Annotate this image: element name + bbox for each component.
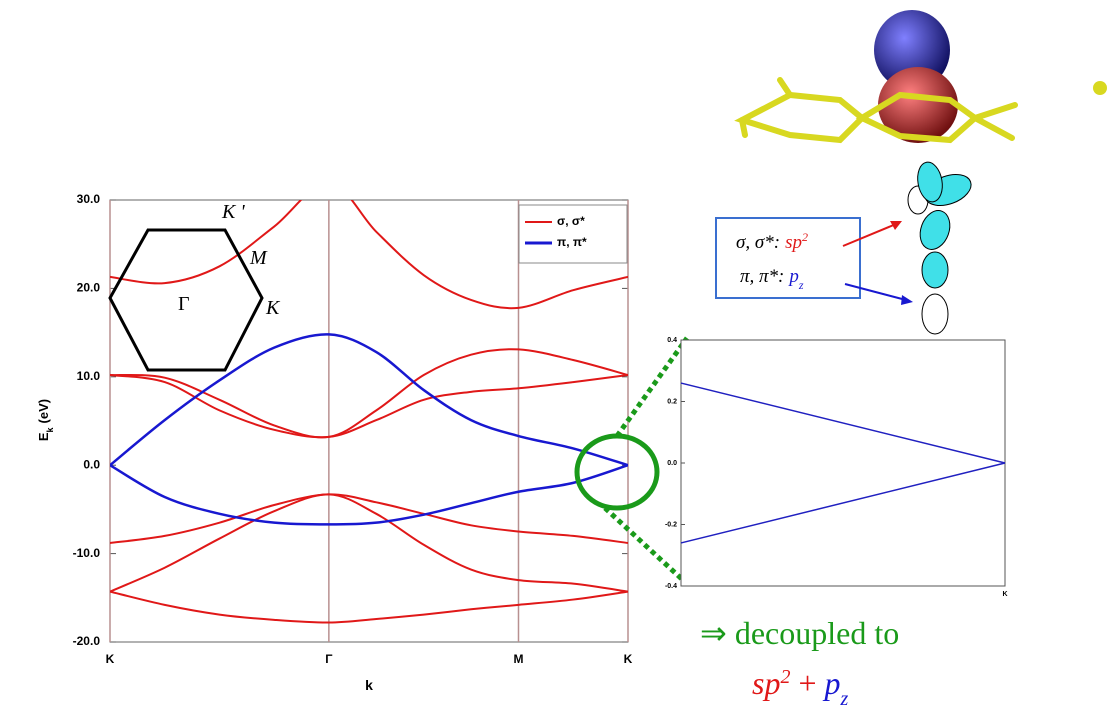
x-tick-label: K	[106, 652, 115, 666]
y-label-main: E	[36, 432, 51, 441]
formula-part: p	[823, 665, 841, 701]
hex-label: Γ	[178, 293, 190, 315]
orbital-row: π, π*: pz	[740, 266, 804, 292]
orbital-label: π, π*:	[740, 266, 784, 287]
inset-line	[680, 462, 1006, 544]
orbital-label: σ, σ*:	[736, 232, 780, 253]
y-tick-label: -20.0	[73, 634, 101, 648]
orbital-box	[715, 217, 861, 299]
x-tick-label: Γ	[325, 652, 333, 666]
legend-label: σ, σ*	[557, 214, 585, 228]
legend	[518, 204, 628, 264]
legend-label: π, π*	[557, 235, 587, 249]
inset-y-tick-label: 0.0	[667, 460, 677, 467]
orbital-name: sp	[785, 232, 802, 253]
orbital-name: p	[787, 266, 799, 287]
band-line	[110, 200, 628, 310]
conclusion: ⇒ decoupled to	[700, 615, 899, 651]
arrow	[842, 223, 897, 247]
x-tick-label: M	[513, 652, 523, 666]
formula-part: +	[798, 665, 816, 701]
band-line	[110, 464, 628, 526]
band-line	[110, 590, 628, 624]
band-line	[110, 333, 628, 467]
band-line	[110, 374, 628, 439]
inset-y-tick-label: -0.2	[665, 521, 677, 528]
x-axis-label: k	[365, 677, 373, 693]
band-line	[110, 493, 628, 544]
y-axis-label: Ek (eV)	[36, 399, 55, 441]
hex-label: K '	[221, 201, 245, 223]
brillouin-zone	[108, 228, 264, 372]
plot-frame	[109, 199, 629, 643]
inset-frame	[680, 339, 1006, 587]
conclusion-formula: sp2 + pz	[752, 665, 849, 710]
inset-y-tick-label: 0.4	[667, 337, 677, 344]
pz-orbital	[921, 251, 949, 335]
hex-label: K	[265, 297, 281, 319]
y-tick-label: 20.0	[77, 281, 101, 295]
sp2-orbital	[907, 161, 972, 250]
x-tick-label: K	[624, 652, 633, 666]
inset-y-tick-label: 0.2	[667, 398, 677, 405]
zoom-circle	[574, 433, 660, 511]
inset-y-tick-label: -0.4	[665, 583, 677, 590]
inset-x-tick-label: K	[1002, 591, 1007, 598]
arrowhead	[901, 295, 913, 305]
y-label-unit: (eV)	[36, 399, 51, 424]
molecule	[734, 10, 1107, 144]
orbital-index: z	[798, 278, 804, 292]
y-tick-label: 30.0	[77, 192, 101, 206]
zoom-line	[614, 336, 690, 438]
inset-line	[680, 382, 1006, 464]
bands	[110, 200, 628, 624]
arrow	[844, 283, 907, 301]
y-tick-label: -10.0	[73, 546, 101, 560]
formula-part: sp	[752, 665, 780, 701]
arrowhead	[890, 221, 902, 230]
zoom-line	[603, 506, 687, 584]
formula-part: 2	[780, 666, 790, 688]
hex-label: M	[249, 247, 268, 269]
formula-part: z	[840, 688, 849, 710]
band-line	[110, 493, 628, 593]
y-tick-label: 0.0	[83, 457, 100, 471]
orbital-row: σ, σ*: sp2	[736, 230, 808, 253]
y-tick-label: 10.0	[77, 369, 101, 383]
orbital-index: 2	[802, 230, 808, 244]
y-label-sub: k	[45, 426, 55, 432]
